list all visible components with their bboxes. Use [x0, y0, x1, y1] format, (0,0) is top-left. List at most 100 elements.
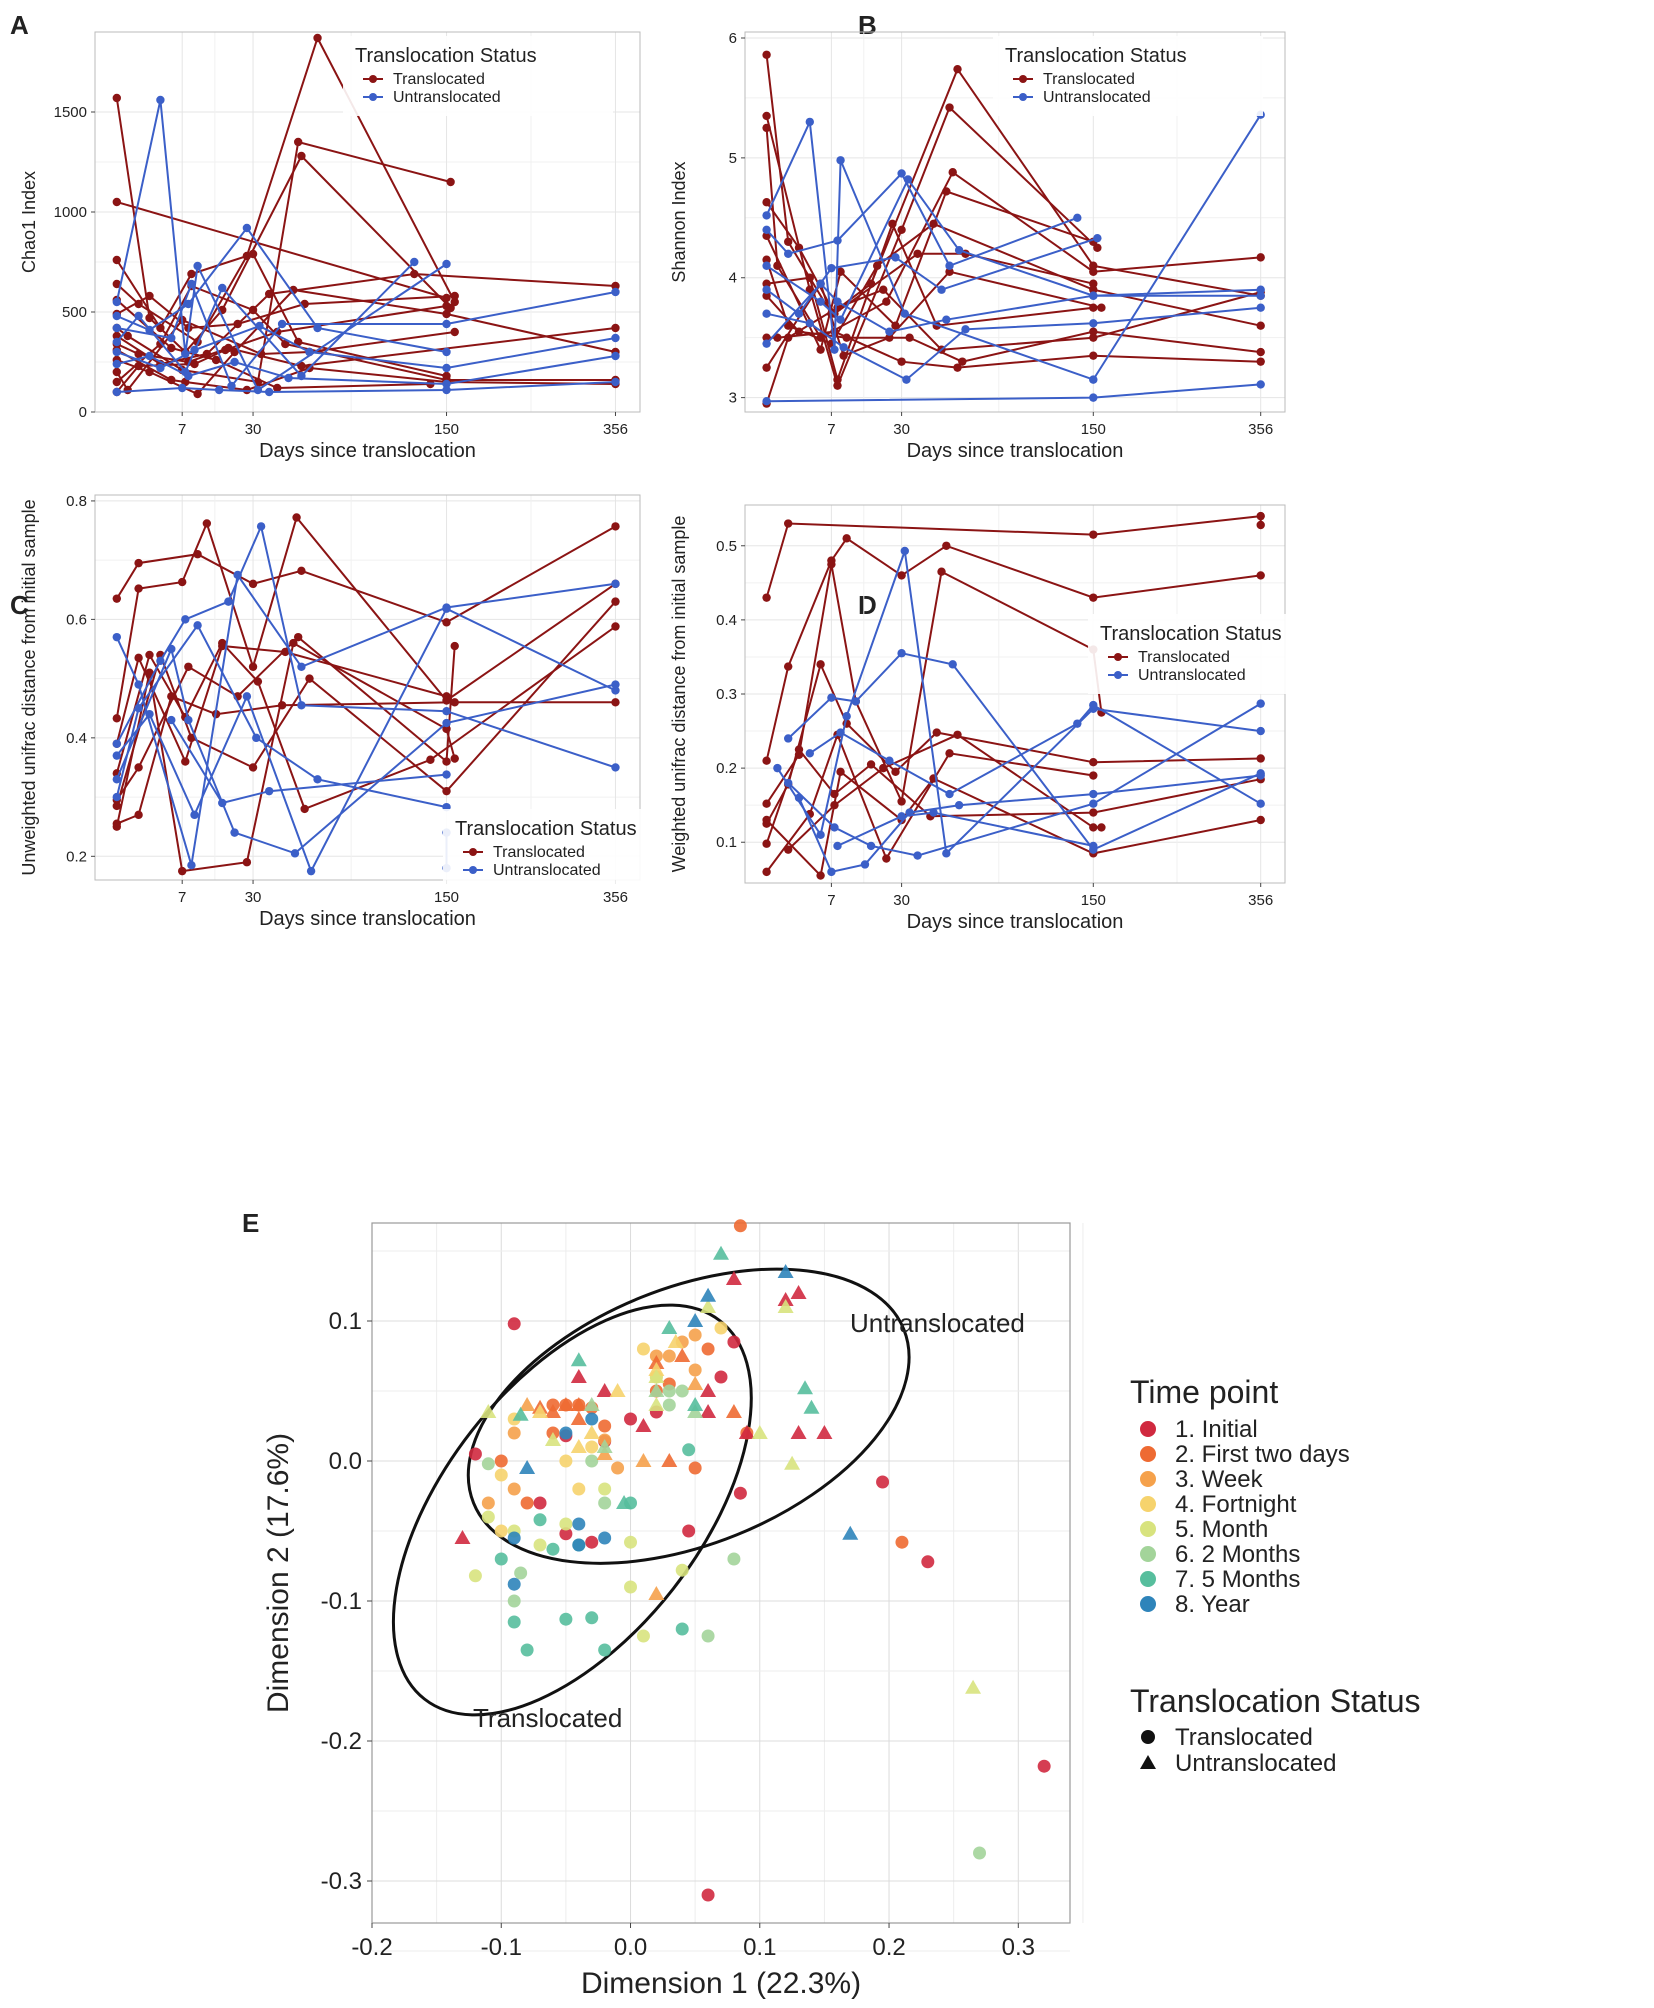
- data-point-untranslocated: [252, 733, 261, 743]
- data-point-untranslocated: [773, 763, 782, 773]
- data-point-translocated: [773, 333, 782, 342]
- ellipse-label-translocated: Translocated: [473, 1703, 622, 1733]
- point-untranslocated-tp7: [713, 1245, 729, 1260]
- data-point-translocated: [762, 255, 771, 264]
- data-point-untranslocated: [836, 156, 845, 165]
- x-tick-label: 150: [1081, 892, 1106, 909]
- y-tick-label: 1000: [54, 204, 87, 221]
- data-point-untranslocated: [816, 279, 825, 288]
- legend-key-timepoint: [1140, 1471, 1156, 1487]
- plot-frame: [94, 494, 641, 881]
- y-tick-label: 4: [729, 270, 737, 287]
- point-untranslocated-tp7: [616, 1495, 633, 1509]
- data-point-untranslocated: [214, 385, 224, 395]
- data-point-untranslocated: [885, 327, 894, 336]
- point-translocated-tp1: [624, 1412, 638, 1426]
- data-point-untranslocated: [805, 319, 814, 328]
- data-point-untranslocated: [897, 649, 906, 658]
- data-point-translocated: [805, 273, 814, 282]
- data-point-translocated: [293, 632, 303, 642]
- legend-key-timepoint: [1140, 1521, 1156, 1537]
- data-point-translocated: [942, 187, 951, 196]
- data-point-untranslocated: [762, 397, 771, 406]
- data-point-translocated: [1097, 303, 1106, 312]
- point-translocated-tp1: [468, 1447, 482, 1461]
- data-point-untranslocated: [885, 756, 894, 765]
- legend-key-timepoint: [1140, 1446, 1156, 1462]
- point-untranslocated-tp4: [583, 1425, 600, 1439]
- data-point-translocated: [1256, 571, 1265, 580]
- legend-key-timepoint: [1140, 1571, 1156, 1587]
- point-translocated-tp6: [973, 1846, 987, 1860]
- x-tick-label: -0.1: [481, 1934, 522, 1961]
- point-untranslocated-tp3: [648, 1586, 665, 1600]
- x-tick-label: -0.2: [351, 1934, 392, 1961]
- data-point-translocated: [897, 571, 906, 580]
- point-translocated-tp7: [546, 1542, 560, 1556]
- data-point-untranslocated: [611, 351, 620, 361]
- point-translocated-tp5: [468, 1569, 482, 1583]
- data-point-translocated: [112, 255, 122, 265]
- x-tick-label: 30: [245, 889, 262, 906]
- point-translocated-tp8: [585, 1412, 599, 1426]
- data-point-translocated: [242, 858, 252, 867]
- data-point-untranslocated: [224, 597, 233, 606]
- panel-b: 3 4 5 6 7 30 150 356 Days since translocation Sha…: [669, 30, 1286, 462]
- data-point-untranslocated: [836, 728, 845, 737]
- data-point-untranslocated: [937, 285, 946, 294]
- data-point-untranslocated: [762, 225, 771, 234]
- data-point-untranslocated: [897, 169, 906, 178]
- series-line-untranslocated: [766, 177, 1261, 322]
- point-translocated-tp7: [598, 1643, 612, 1657]
- data-point-translocated: [426, 755, 435, 764]
- data-point-translocated: [313, 33, 322, 43]
- point-translocated-tp7: [559, 1612, 573, 1626]
- data-point-translocated: [134, 653, 143, 663]
- data-point-translocated: [762, 198, 771, 207]
- y-tick-label: 0.0: [329, 1448, 362, 1475]
- y-tick-label: 500: [62, 304, 87, 321]
- data-point-translocated: [839, 351, 848, 360]
- series-line-untranslocated: [766, 237, 1098, 316]
- point-untranslocated-tp1: [570, 1369, 587, 1383]
- point-untranslocated-tp1: [738, 1425, 755, 1439]
- data-point-translocated: [442, 757, 451, 766]
- data-point-untranslocated: [900, 546, 909, 556]
- data-point-untranslocated: [230, 828, 239, 837]
- ellipse-label-untranslocated: Untranslocated: [850, 1308, 1025, 1338]
- data-point-translocated: [134, 810, 143, 820]
- data-point-translocated: [1256, 520, 1265, 530]
- data-point-untranslocated: [762, 211, 771, 220]
- series-line-translocated: [765, 731, 1094, 873]
- legend-title: Translocation Status: [455, 818, 637, 840]
- x-axis-title: Days since translocation: [907, 440, 1124, 462]
- data-point-translocated: [945, 103, 954, 112]
- data-point-untranslocated: [611, 287, 620, 297]
- data-point-untranslocated: [178, 383, 187, 393]
- point-translocated-tp8: [507, 1531, 521, 1545]
- data-point-translocated: [1089, 327, 1098, 336]
- data-point-untranslocated: [1089, 319, 1098, 328]
- legend-background: [443, 809, 713, 889]
- point-translocated-tp7: [507, 1615, 521, 1629]
- data-point-translocated: [762, 363, 771, 372]
- point-translocated-tp8: [572, 1517, 586, 1531]
- data-point-translocated: [134, 584, 143, 593]
- data-point-translocated: [190, 359, 199, 369]
- y-tick-label: 1500: [54, 104, 87, 121]
- data-point-translocated: [167, 343, 176, 353]
- data-point-translocated: [958, 357, 967, 366]
- point-translocated-tp3: [507, 1426, 521, 1440]
- point-untranslocated-tp1: [700, 1404, 717, 1418]
- legend-key-circle: [1141, 1730, 1155, 1744]
- data-point-untranslocated: [954, 245, 964, 255]
- point-translocated-tp6: [727, 1552, 741, 1566]
- point-translocated-tp8: [507, 1577, 521, 1591]
- data-point-translocated: [202, 519, 212, 528]
- x-axis-title: Dimension 1 (22.3%): [581, 1967, 861, 2000]
- data-point-untranslocated: [442, 718, 451, 728]
- x-tick-label: 150: [434, 421, 459, 438]
- data-point-untranslocated: [184, 371, 193, 381]
- data-point-untranslocated: [784, 778, 793, 788]
